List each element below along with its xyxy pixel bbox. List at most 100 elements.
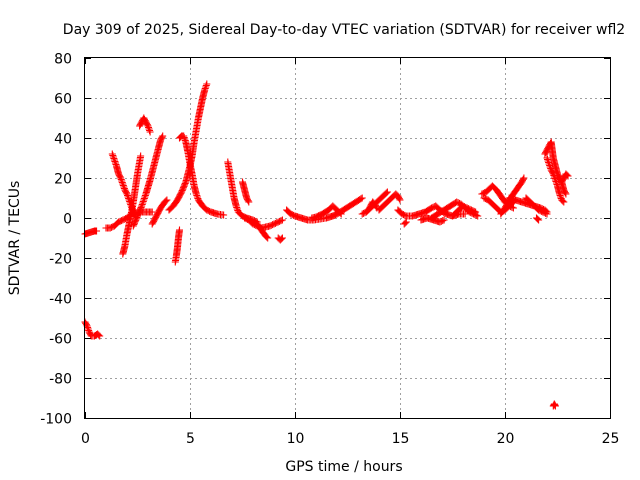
x-tick-label: 5 [186,431,195,447]
data-point [146,128,154,136]
data-point [203,80,211,88]
data-point [509,204,517,212]
data-point [551,402,559,410]
series-seg-21 [365,198,381,214]
series-seg-02 [81,318,104,340]
data-point [158,133,166,141]
data-point [277,217,285,225]
data-point [472,208,480,216]
y-tick-label: -60 [49,332,72,348]
data-point [383,188,391,196]
series-seg-22 [375,190,404,214]
series-seg-16 [274,234,286,244]
data-point [474,212,482,220]
data-point [137,152,145,160]
y-tick-label: 20 [54,172,72,188]
data-point [220,211,228,219]
x-tick-labels: 0 5 10 15 20 25 [81,431,619,447]
data-point [263,233,271,241]
y-axis-label: SDTVAR / TECUs [7,181,23,296]
data-point [181,179,189,187]
series-seg-11 [176,132,228,219]
data-point [93,227,101,235]
data-point [470,207,478,215]
data-point [357,195,365,203]
data-point [535,216,543,224]
data-point [401,211,409,219]
axis-ticks [85,58,611,419]
y-tick-label: 60 [54,92,72,108]
data-point [563,171,571,179]
y-tick-label: 0 [63,212,72,228]
chart-title: Day 309 of 2025, Sidereal Day-to-day VTE… [63,22,625,38]
data-point [245,198,253,206]
grid-lines [85,58,610,418]
y-tick-label: -80 [49,372,72,388]
data-point [278,234,286,242]
y-tick-label: -100 [40,412,72,428]
y-tick-label: -20 [49,252,72,268]
plot-frame [84,57,611,419]
data-point [401,219,409,227]
data-point [543,210,551,218]
series-seg-36 [558,178,570,198]
data-point [244,197,252,205]
series-seg-26 [428,198,482,222]
series-seg-09 [171,226,183,266]
data-point [159,132,167,140]
x-tick-label: 10 [287,431,305,447]
data-point [264,234,272,242]
data-point [564,172,572,180]
data-point [148,208,156,216]
data-point [519,175,527,183]
data-point [402,218,410,226]
data-point [137,203,145,211]
data-point [562,190,570,198]
y-tick-label: -40 [49,292,72,308]
data-point [440,216,448,224]
data-point [534,215,542,223]
series-seg-32 [522,194,551,218]
data-point [396,196,404,204]
data-point [382,189,390,197]
data-point [472,211,480,219]
data-points [81,80,572,410]
data-point [560,198,568,206]
series-seg-35 [543,154,568,206]
data-point [439,217,447,225]
data-point [358,194,366,202]
data-point [95,331,103,339]
x-tick-label: 20 [497,431,515,447]
series-seg-37 [549,400,559,410]
y-tick-label: 40 [54,132,72,148]
series-seg-15 [249,218,272,242]
series-seg-10 [165,80,211,214]
data-point [277,235,285,243]
series-seg-33 [533,214,543,224]
series-seg-05 [119,152,145,258]
data-point [162,197,170,205]
data-point [561,189,569,197]
series-seg-08 [148,196,171,228]
y-tick-label: 80 [54,52,72,68]
series-seg-29 [480,194,517,216]
data-point [278,216,286,224]
series-seg-13 [239,178,253,206]
data-point [461,210,469,218]
series-seg-12 [224,158,261,226]
x-tick-label: 15 [392,431,410,447]
data-point [559,197,567,205]
data-point [96,332,104,340]
data-point [542,209,550,217]
data-point [395,195,403,203]
x-tick-label: 25 [602,431,620,447]
series-seg-19 [329,194,366,220]
series-seg-25 [417,214,448,226]
series-seg-07 [136,114,154,136]
x-tick-label: 0 [81,431,90,447]
data-point [163,196,171,204]
y-tick-labels: -100 -80 -60 -40 -20 0 20 40 60 80 [40,52,72,428]
data-point [520,174,528,182]
x-axis-label: GPS time / hours [285,459,402,475]
